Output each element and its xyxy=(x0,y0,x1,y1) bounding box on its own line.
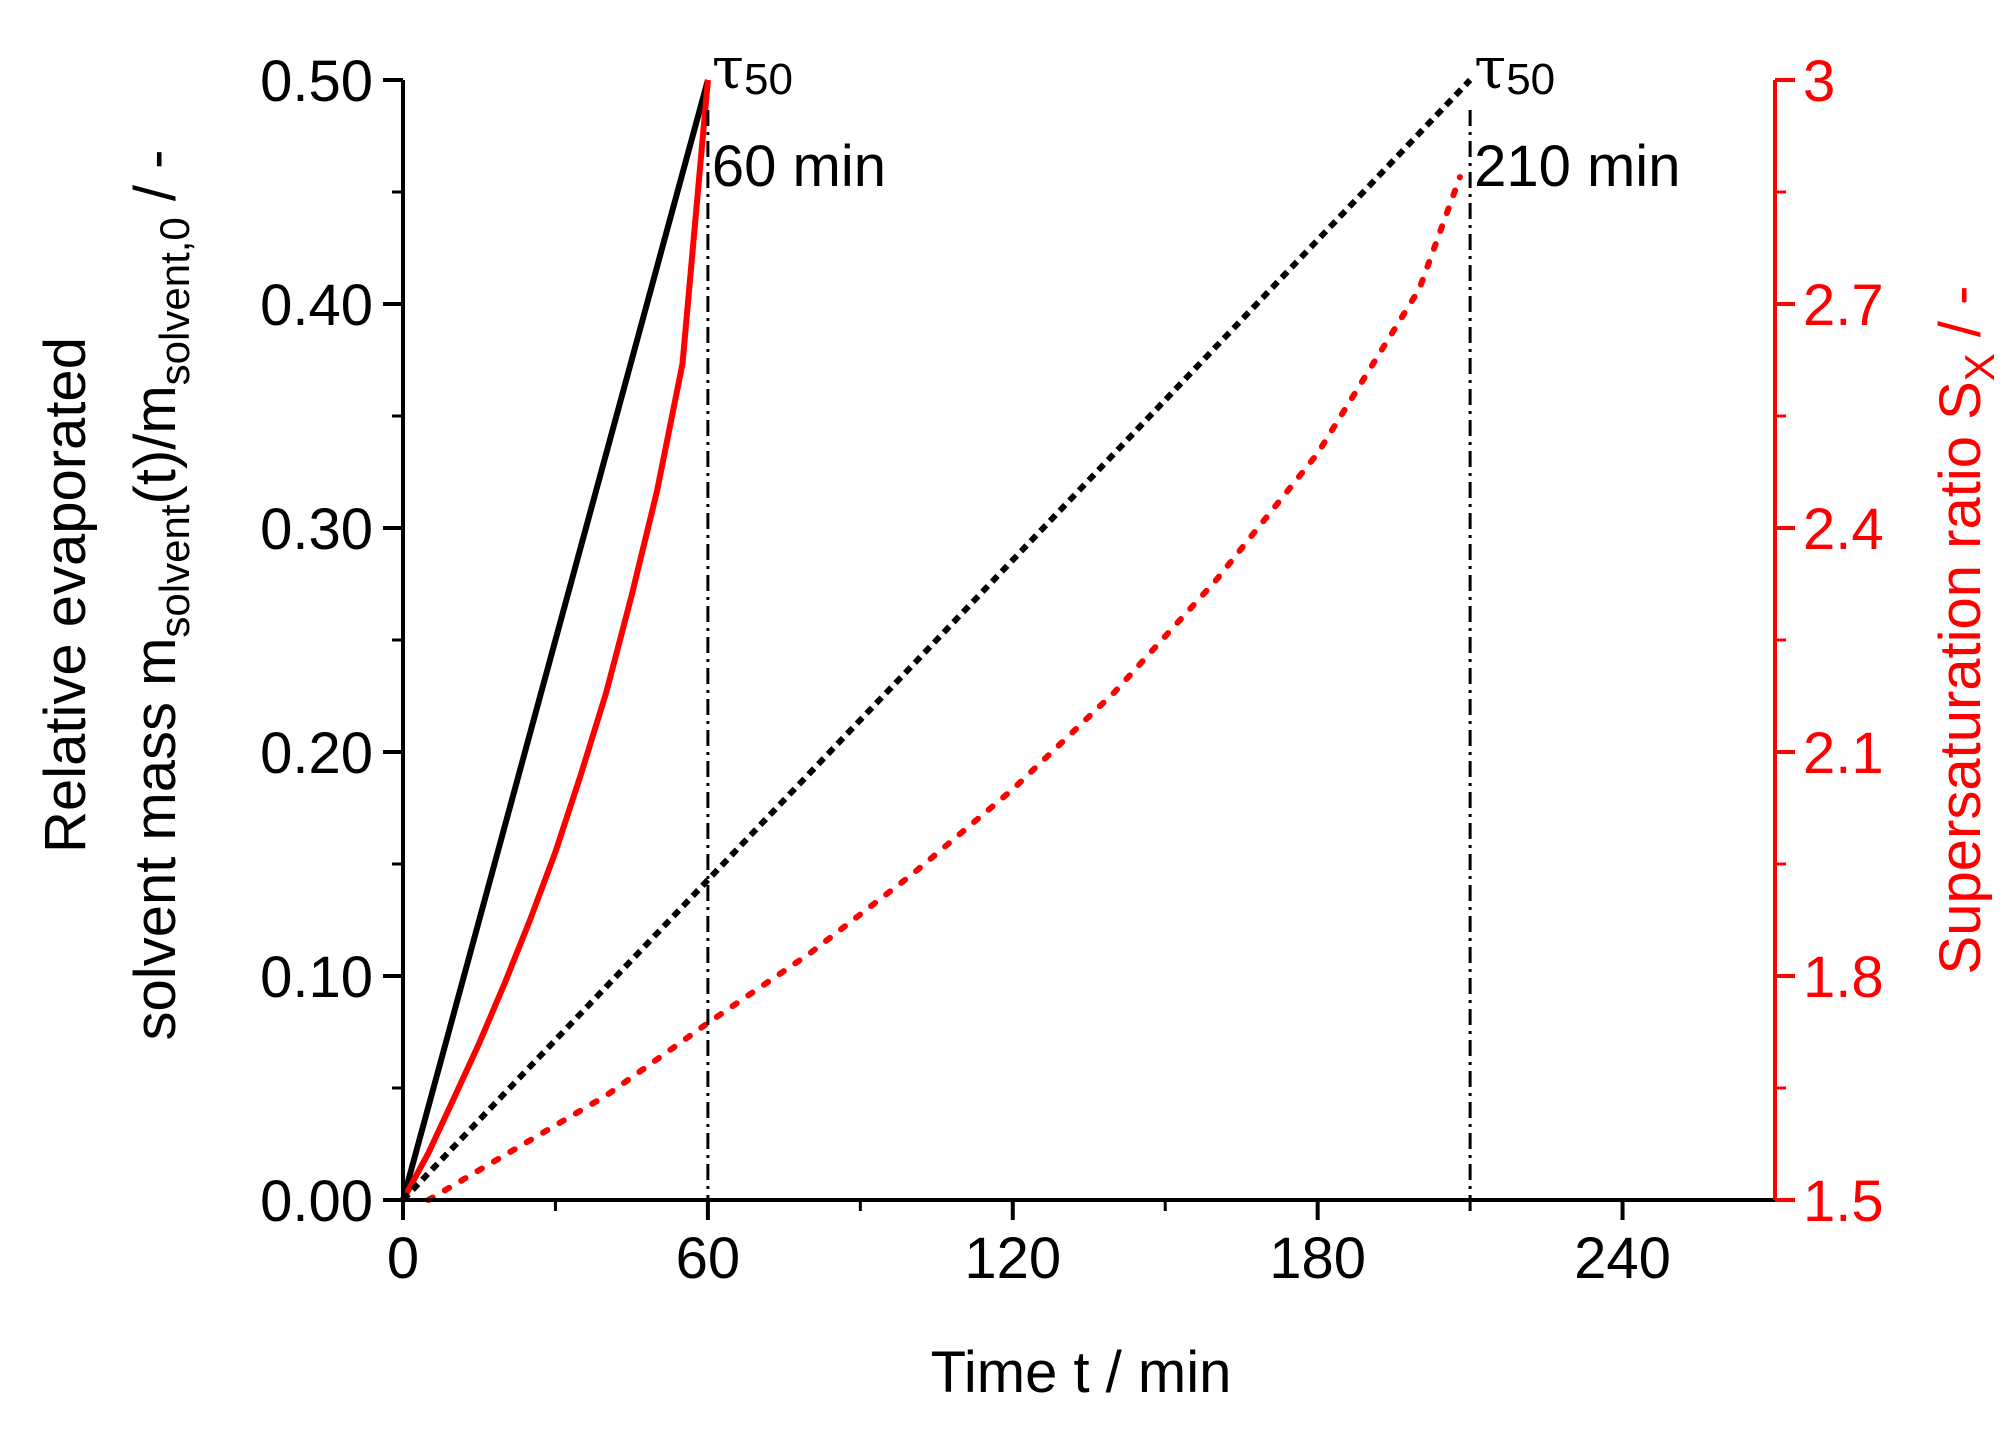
x-tick-label-240: 240 xyxy=(1574,1226,1671,1291)
y-left-title-mid: (t)/m xyxy=(123,385,188,504)
tau-glyph: τ xyxy=(1474,34,1506,102)
tau-glyph: τ xyxy=(712,34,744,102)
x-tick-label-60: 60 xyxy=(676,1226,741,1291)
series-2-dotted-left xyxy=(400,77,1473,1203)
y-right-title-suffix: / - xyxy=(1928,286,1993,354)
y-left-title-suffix: / - xyxy=(123,150,188,218)
y-right-tick-label-3: 3 xyxy=(1803,49,1835,114)
y-left-title-line1: Relative evaporated xyxy=(33,337,98,853)
y-right-tick-label-2.1: 2.1 xyxy=(1803,721,1884,786)
y-left-tick-label-0.50: 0.50 xyxy=(260,49,373,114)
y-right-title-prefix: Supersaturation ratio S xyxy=(1928,381,1993,974)
y-right-tick-label-2.7: 2.7 xyxy=(1803,273,1884,338)
x-tick-label-0: 0 xyxy=(387,1226,419,1291)
y-left-tick-label-0.30: 0.30 xyxy=(260,497,373,562)
x-axis-title: Time t / min xyxy=(931,1340,1232,1405)
y-left-tick-label-0.10: 0.10 xyxy=(260,945,373,1010)
tau-subscript: 50 xyxy=(744,55,793,104)
y-right-title-sub: X xyxy=(1956,353,2000,381)
y-left-title-sub1: solvent xyxy=(151,504,198,637)
y-left-title-sub2: solvent,0 xyxy=(151,217,198,385)
y-left-axis-title: Relative evaporated solvent mass msolven… xyxy=(33,150,198,1041)
series-0-solid-left xyxy=(400,79,711,1201)
y-left-title-line2: solvent mass msolvent(t)/msolvent,0 / - xyxy=(123,150,198,1041)
tau50-symbol-60: τ50 xyxy=(712,34,793,104)
y-right-tick-label-1.5: 1.5 xyxy=(1803,1169,1884,1234)
x-tick-label-180: 180 xyxy=(1269,1226,1366,1291)
y-right-title: Supersaturation ratio SX / - xyxy=(1928,286,2000,975)
tau50-label-60: 60 min xyxy=(712,134,886,199)
tau50-symbol-210: τ50 xyxy=(1474,34,1555,104)
x-tick-label-120: 120 xyxy=(964,1226,1061,1291)
series-1-solid-right xyxy=(400,79,711,1202)
axis-layer: 0 60 120 180 240 0.00 0.10 0.20 0.30 0.40 0.50 1.5 1… xyxy=(260,49,1884,1291)
y-left-tick-label-0.00: 0.00 xyxy=(260,1169,373,1234)
y-right-tick-label-1.8: 1.8 xyxy=(1803,945,1884,1010)
y-left-tick-label-0.40: 0.40 xyxy=(260,273,373,338)
y-left-tick-label-0.20: 0.20 xyxy=(260,721,373,786)
tau-subscript: 50 xyxy=(1506,55,1555,104)
series-layer xyxy=(400,77,1473,1203)
tau50-label-210: 210 min xyxy=(1474,134,1680,199)
y-left-title-prefix: solvent mass m xyxy=(123,638,188,1041)
y-right-axis-title: Supersaturation ratio SX / - xyxy=(1928,286,2000,975)
series-3-dotted-right xyxy=(425,174,1463,1203)
y-right-tick-label-2.4: 2.4 xyxy=(1803,497,1884,562)
